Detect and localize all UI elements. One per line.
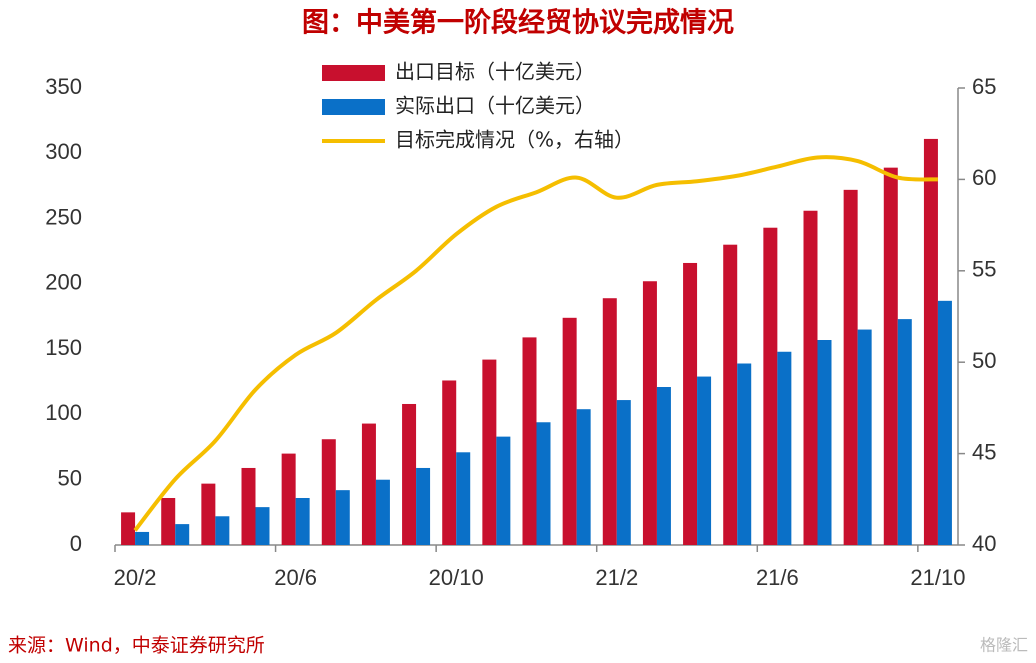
bar bbox=[683, 262, 698, 545]
bar bbox=[121, 512, 136, 545]
bar bbox=[416, 467, 431, 545]
bar bbox=[241, 467, 256, 545]
bar bbox=[442, 380, 457, 545]
x-tick-label: 21/2 bbox=[595, 565, 638, 590]
bar bbox=[175, 524, 190, 545]
bar bbox=[522, 337, 537, 545]
bar bbox=[843, 189, 858, 546]
y-tick-label: 350 bbox=[45, 74, 82, 99]
legend-label: 目标完成情况（%，右轴） bbox=[395, 128, 634, 152]
y2-tick-label: 60 bbox=[972, 165, 996, 190]
y2-tick-label: 40 bbox=[972, 531, 996, 556]
bar bbox=[281, 453, 296, 545]
bar bbox=[656, 387, 671, 545]
bar bbox=[456, 452, 471, 545]
y2-tick-label: 55 bbox=[972, 257, 996, 282]
bar bbox=[923, 138, 938, 545]
y-tick-label: 200 bbox=[45, 270, 82, 295]
bar bbox=[777, 351, 792, 545]
x-tick-label: 20/2 bbox=[114, 565, 157, 590]
bar bbox=[215, 516, 230, 545]
legend-swatch bbox=[322, 99, 385, 115]
x-tick-label: 20/6 bbox=[274, 565, 317, 590]
bar bbox=[723, 244, 738, 545]
y-tick-label: 150 bbox=[45, 335, 82, 360]
legend-swatch bbox=[322, 65, 385, 81]
bar bbox=[616, 400, 631, 545]
x-tick-label: 20/10 bbox=[429, 565, 484, 590]
bar bbox=[255, 507, 270, 545]
y-tick-label: 250 bbox=[45, 204, 82, 229]
bar bbox=[883, 167, 898, 546]
bar bbox=[763, 227, 778, 545]
bar bbox=[576, 409, 591, 545]
bar bbox=[161, 497, 176, 545]
bar bbox=[361, 423, 376, 545]
y-tick-label: 300 bbox=[45, 139, 82, 164]
bar bbox=[335, 490, 350, 545]
legend-label: 实际出口（十亿美元） bbox=[395, 94, 595, 118]
y-tick-label: 50 bbox=[58, 466, 82, 491]
line bbox=[133, 155, 939, 532]
bar bbox=[562, 317, 577, 545]
watermark: 格隆汇 bbox=[980, 636, 1028, 655]
bar bbox=[201, 483, 216, 545]
y-tick-label: 100 bbox=[45, 400, 82, 425]
bar bbox=[496, 436, 511, 545]
bar bbox=[135, 531, 150, 545]
bar bbox=[536, 422, 551, 545]
bar bbox=[737, 363, 752, 545]
bar bbox=[803, 210, 818, 546]
bar bbox=[295, 497, 310, 545]
chart-title: 图：中美第一阶段经贸协议完成情况 bbox=[302, 7, 734, 39]
legend-label: 出口目标（十亿美元） bbox=[395, 60, 595, 84]
source: 来源：Wind，中泰证券研究所 bbox=[8, 635, 265, 657]
bar bbox=[857, 329, 872, 545]
bar bbox=[602, 298, 617, 545]
bar bbox=[482, 359, 497, 545]
bar bbox=[321, 439, 336, 545]
bar bbox=[937, 300, 952, 545]
y2-tick-label: 65 bbox=[972, 74, 996, 99]
x-tick-label: 21/6 bbox=[756, 565, 799, 590]
bar bbox=[642, 281, 657, 545]
bar bbox=[402, 403, 417, 545]
y-tick-label: 0 bbox=[70, 531, 82, 556]
bar bbox=[697, 376, 712, 545]
bar bbox=[897, 319, 912, 545]
x-tick-label: 21/10 bbox=[910, 565, 965, 590]
bar bbox=[375, 479, 390, 545]
bar bbox=[817, 340, 832, 545]
y2-tick-label: 50 bbox=[972, 348, 996, 373]
y2-tick-label: 45 bbox=[972, 439, 996, 464]
